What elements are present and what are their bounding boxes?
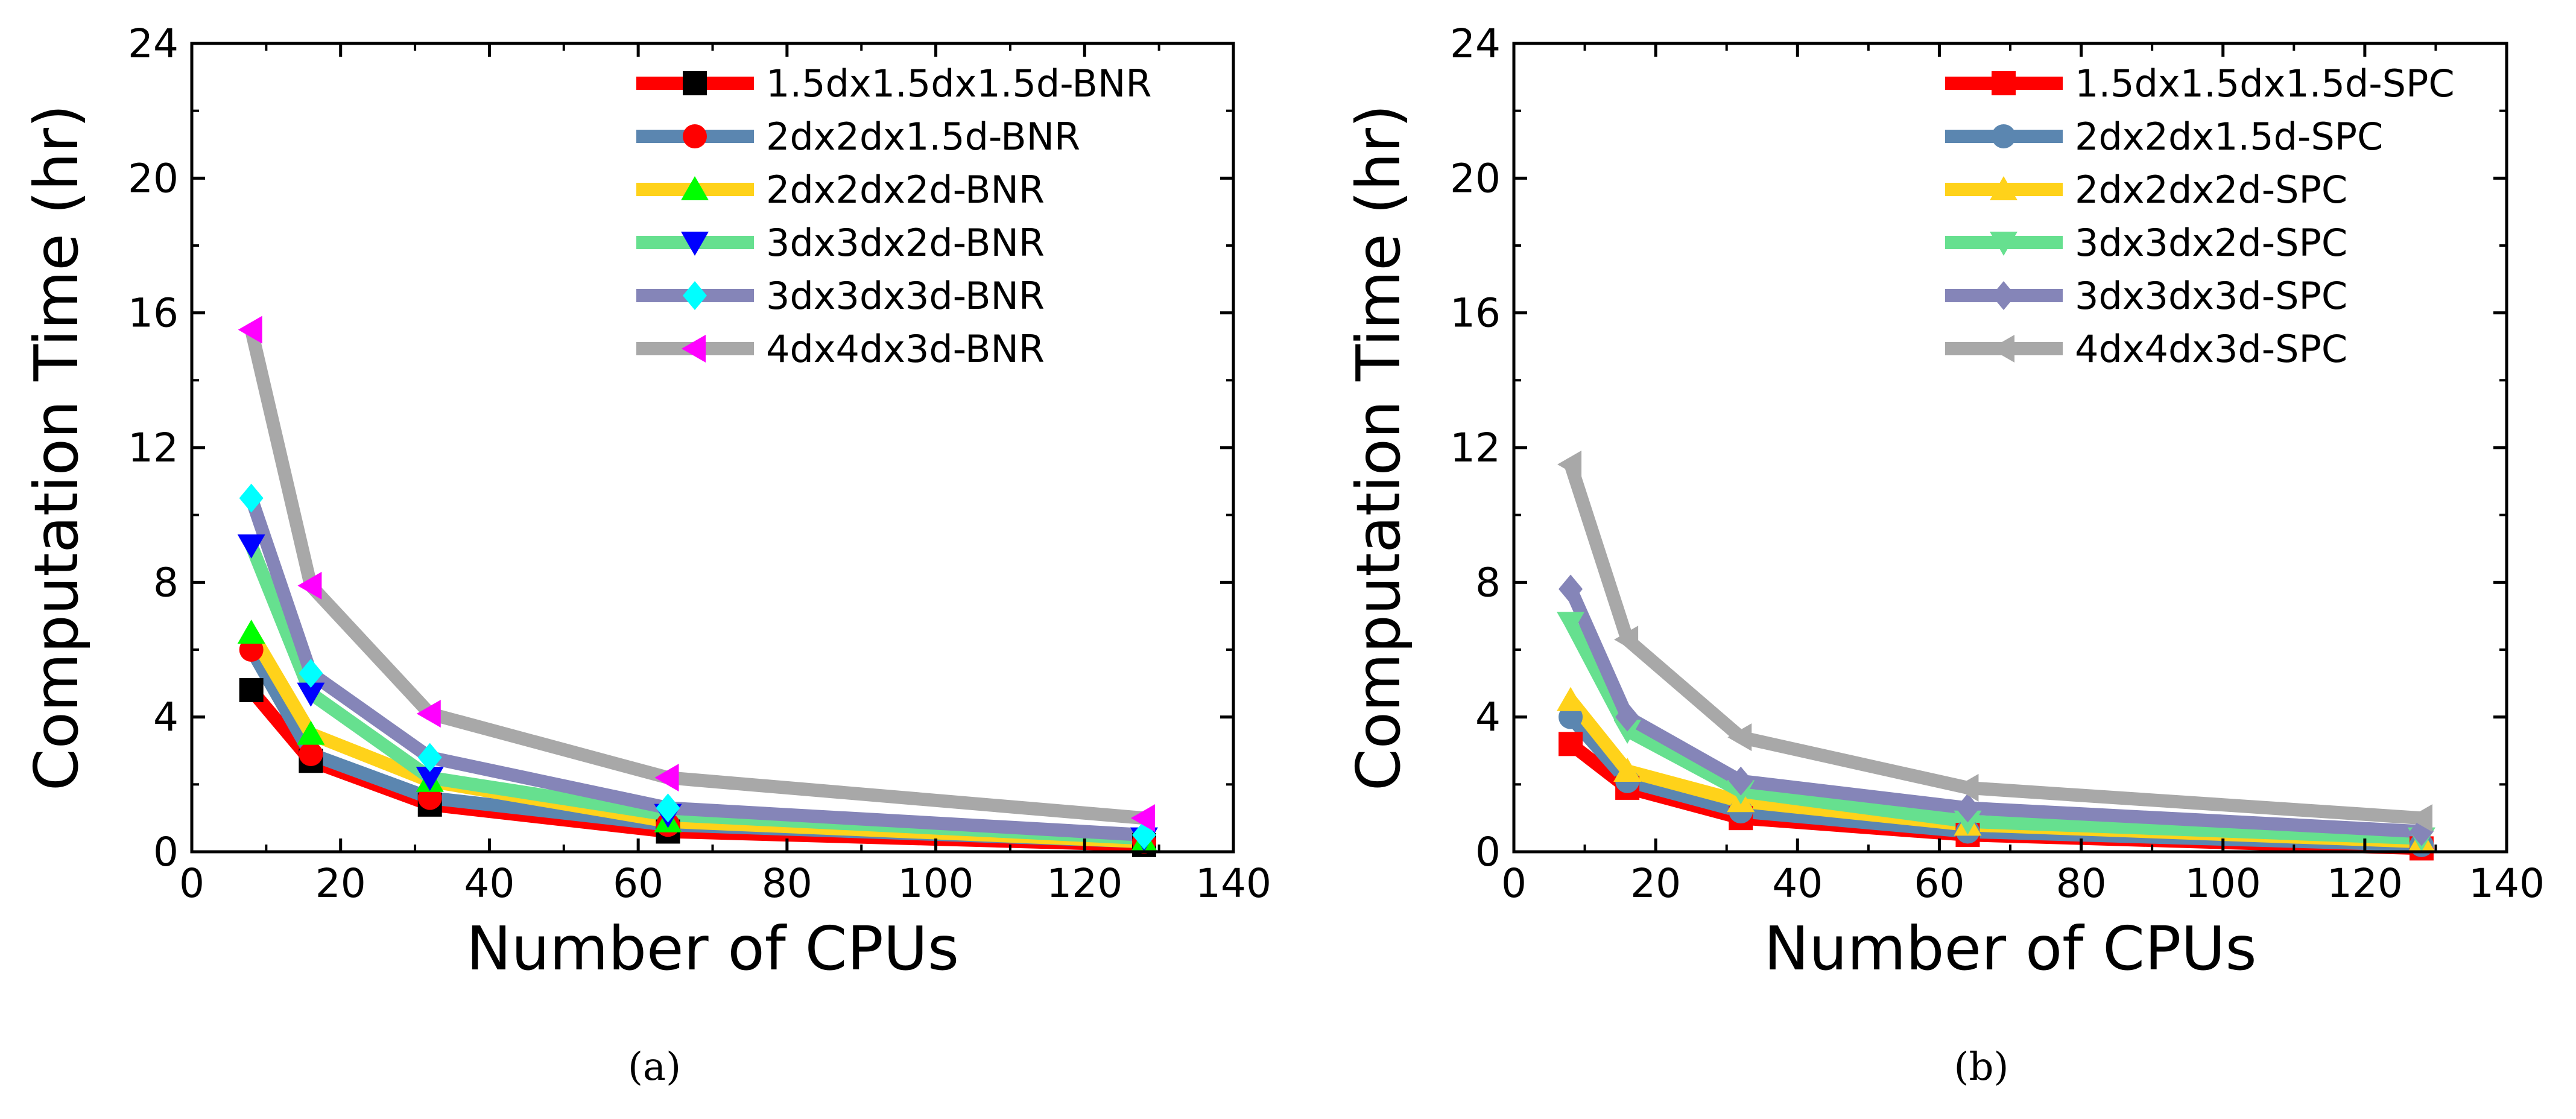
chart-panel-a: 0 20 40 60 80 100 120 140 0 4 8 12 16 20 24 Number of C… bbox=[21, 21, 1271, 1089]
data-point bbox=[1559, 732, 1583, 756]
legend-label: 2dx2dx2d-SPC bbox=[2075, 168, 2347, 212]
data-point bbox=[2408, 804, 2432, 832]
data-point bbox=[1954, 810, 1982, 835]
legend-marker bbox=[1990, 176, 2017, 200]
legend-label: 1.5dx1.5dx1.5d-SPC bbox=[2075, 62, 2455, 106]
legend-label: 1.5dx1.5dx1.5d-BNR bbox=[766, 62, 1151, 106]
data-point bbox=[238, 315, 262, 344]
y-tick-label: 0 bbox=[1475, 829, 1501, 875]
data-point bbox=[1615, 702, 1640, 732]
x-axis-label: Number of CPUs bbox=[1764, 913, 2256, 984]
legend-marker bbox=[682, 335, 706, 363]
data-point bbox=[1954, 773, 1979, 802]
x-tick-label: 20 bbox=[315, 860, 366, 907]
x-axis-label: Number of CPUs bbox=[466, 913, 959, 984]
data-point bbox=[239, 678, 264, 702]
y-tick-label: 16 bbox=[1450, 290, 1501, 337]
legend-label: 3dx3dx3d-SPC bbox=[2075, 274, 2347, 318]
data-point bbox=[237, 620, 265, 644]
data-point bbox=[1613, 758, 1642, 782]
y-tick-label: 0 bbox=[153, 829, 179, 875]
panel-label: (b) bbox=[1954, 1045, 2009, 1089]
y-tick-label: 16 bbox=[128, 290, 179, 337]
y-tick-label: 8 bbox=[1475, 559, 1501, 606]
legend-label: 3dx3dx2d-SPC bbox=[2075, 221, 2347, 265]
legend-marker bbox=[1992, 281, 2016, 310]
legend-marker bbox=[1990, 335, 2014, 363]
legend-marker bbox=[683, 71, 707, 95]
legend-marker bbox=[1992, 124, 2016, 148]
x-tick-label: 120 bbox=[1046, 860, 1122, 907]
legend-label: 4dx4dx3d-BNR bbox=[766, 327, 1045, 371]
data-point bbox=[416, 767, 444, 791]
y-tick-label: 24 bbox=[1450, 21, 1501, 67]
data-point bbox=[1614, 626, 1639, 654]
data-point bbox=[297, 720, 325, 745]
data-point bbox=[297, 682, 325, 707]
legend-marker bbox=[681, 232, 709, 256]
data-point bbox=[239, 483, 264, 513]
legend-marker bbox=[1992, 71, 2016, 95]
legend-marker bbox=[683, 281, 707, 310]
data-point bbox=[654, 764, 679, 792]
x-tick-label: 80 bbox=[762, 860, 812, 907]
y-tick-label: 12 bbox=[1450, 425, 1501, 471]
y-axis-label: Computation Time (hr) bbox=[21, 104, 92, 791]
y-tick-label: 4 bbox=[153, 694, 179, 741]
x-tick-label: 100 bbox=[898, 860, 974, 907]
y-tick-label: 20 bbox=[1450, 155, 1501, 201]
legend-marker bbox=[681, 176, 709, 200]
data-point bbox=[656, 793, 680, 823]
data-point bbox=[297, 571, 322, 600]
legend-label: 2dx2dx2d-BNR bbox=[766, 168, 1045, 212]
x-tick-label: 0 bbox=[1501, 860, 1527, 907]
x-tick-label: 40 bbox=[1772, 860, 1823, 907]
data-point bbox=[1729, 766, 1753, 796]
legend: 1.5dx1.5dx1.5d-SPC 2dx2dx1.5d-SPC 2dx2dx2d… bbox=[1945, 62, 2455, 371]
y-tick-label: 4 bbox=[1475, 694, 1501, 741]
data-point bbox=[299, 659, 323, 688]
y-tick-label: 12 bbox=[128, 425, 179, 471]
x-tick-label: 40 bbox=[464, 860, 514, 907]
data-point bbox=[1557, 686, 1585, 711]
chart-panel-b: 0 20 40 60 80 100 120 140 0 4 8 12 16 20 24 Number of C… bbox=[1343, 21, 2545, 1089]
data-point bbox=[1613, 720, 1642, 744]
panel-label: (a) bbox=[628, 1045, 681, 1089]
plot-frame bbox=[190, 42, 1235, 854]
x-tick-label: 60 bbox=[1914, 860, 1964, 907]
legend-marker bbox=[1990, 232, 2017, 256]
data-point bbox=[1557, 450, 1582, 478]
x-tick-label: 120 bbox=[2327, 860, 2403, 907]
data-point bbox=[416, 700, 441, 728]
legend-label: 3dx3dx3d-BNR bbox=[766, 274, 1045, 318]
legend-label: 2dx2dx1.5d-BNR bbox=[766, 115, 1080, 159]
data-point bbox=[1955, 793, 1980, 823]
legend-marker bbox=[683, 124, 707, 148]
legend-label: 3dx3dx2d-BNR bbox=[766, 221, 1045, 265]
x-tick-label: 140 bbox=[2469, 860, 2545, 907]
y-axis-label: Computation Time (hr) bbox=[1343, 104, 1414, 791]
legend-label: 2dx2dx1.5d-SPC bbox=[2075, 115, 2383, 159]
data-point bbox=[1557, 612, 1585, 636]
x-tick-label: 60 bbox=[613, 860, 663, 907]
y-tick-label: 24 bbox=[128, 21, 179, 67]
y-tick-label: 20 bbox=[128, 155, 179, 201]
data-point bbox=[299, 742, 323, 767]
x-tick-label: 20 bbox=[1630, 860, 1681, 907]
legend: 1.5dx1.5dx1.5d-BNR 2dx2dx1.5d-BNR 2dx2dx2d… bbox=[636, 62, 1151, 371]
x-tick-label: 140 bbox=[1195, 860, 1271, 907]
x-tick-label: 80 bbox=[2056, 860, 2107, 907]
x-tick-label: 100 bbox=[2185, 860, 2261, 907]
data-point bbox=[1727, 723, 1752, 752]
y-tick-label: 8 bbox=[153, 559, 179, 606]
data-point bbox=[1559, 574, 1583, 604]
data-point bbox=[237, 534, 265, 559]
data-point bbox=[1130, 804, 1155, 832]
data-point bbox=[417, 743, 442, 772]
x-tick-label: 0 bbox=[179, 860, 204, 907]
legend-label: 4dx4dx3d-SPC bbox=[2075, 327, 2347, 371]
